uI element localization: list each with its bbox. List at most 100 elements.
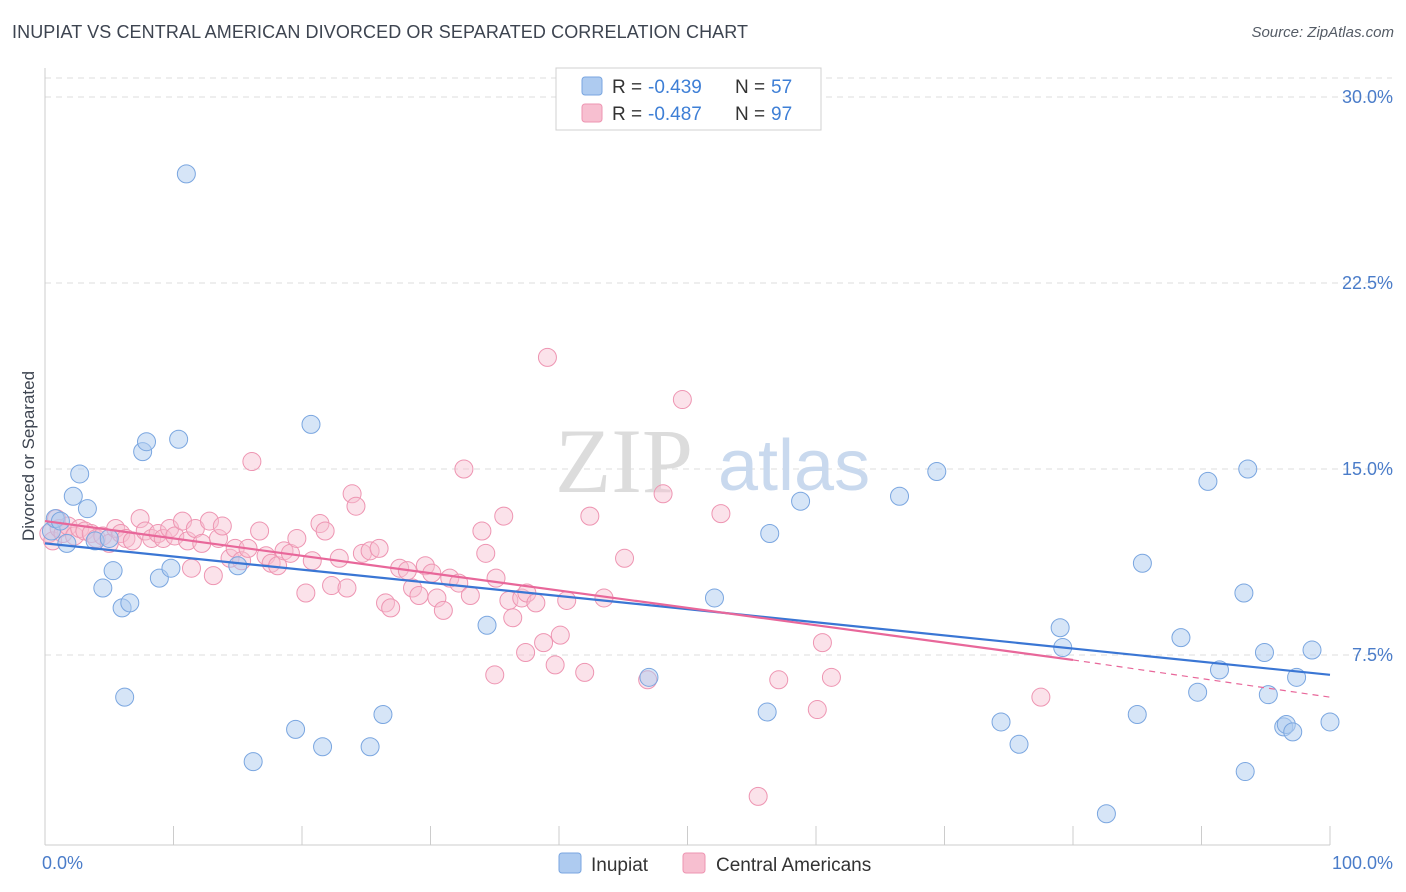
inupiat-point [1127, 705, 1147, 725]
y-axis-title: Divorced or Separated [19, 371, 38, 541]
inupiat-point [243, 752, 263, 772]
inupiat-point [228, 556, 248, 576]
central-americans-point [550, 625, 570, 645]
central-americans-point [199, 511, 219, 531]
central-americans-point [821, 667, 841, 687]
inupiat-point [301, 414, 321, 434]
legend-swatch-central [581, 103, 603, 123]
central-americans-points [39, 347, 1051, 806]
central-americans-point [486, 568, 506, 588]
inupiat-point [103, 561, 123, 581]
central-americans-point [433, 600, 453, 620]
central-americans-point [302, 551, 322, 571]
central-americans-point [415, 556, 435, 576]
inupiat-point [1171, 628, 1191, 648]
inupiat-point [1209, 660, 1229, 680]
central-americans-point [403, 578, 423, 598]
central-americans-point [1031, 687, 1051, 707]
legend-r-value-central: -0.487 [648, 104, 702, 125]
central-americans-point [748, 786, 768, 806]
central-americans-point [165, 526, 185, 546]
inupiat-point [927, 461, 947, 481]
central-americans-point [287, 528, 307, 548]
inupiat-point [1283, 722, 1303, 742]
inupiat-point [991, 712, 1011, 732]
central-americans-point [769, 670, 789, 690]
stats-legend: R = -0.439 N = 57 R = -0.487 N = 97 [555, 67, 822, 131]
central-americans-point [369, 538, 389, 558]
inupiat-point [1198, 471, 1218, 491]
central-americans-point [812, 633, 832, 653]
inupiat-point [169, 429, 189, 449]
legend-r-label-inupiat: R = [612, 77, 642, 98]
inupiat-point [360, 737, 380, 757]
series-legend-label-central: Central Americans [716, 855, 871, 876]
inupiat-point [1050, 618, 1070, 638]
inupiat-point [373, 705, 393, 725]
legend-n-value-inupiat: 57 [771, 77, 792, 98]
series-legend-swatch-inupiat [558, 852, 582, 874]
central-americans-point [329, 548, 349, 568]
inupiat-point [137, 432, 157, 452]
chart-title: INUPIAT VS CENTRAL AMERICAN DIVORCED OR … [12, 22, 749, 42]
central-americans-point [315, 521, 335, 541]
legend-r-value-inupiat: -0.439 [648, 77, 702, 98]
inupiat-point [313, 737, 333, 757]
inupiat-point [63, 486, 83, 506]
central-americans-point [203, 566, 223, 586]
central-americans-point [337, 578, 357, 598]
y-tick-label: 7.5% [1352, 645, 1393, 665]
central-americans-point [250, 521, 270, 541]
inupiat-point [1234, 583, 1254, 603]
inupiat-point [286, 719, 306, 739]
inupiat-point [760, 523, 780, 543]
central-americans-point [409, 585, 429, 605]
central-americans-point [807, 700, 827, 720]
inupiat-point [791, 491, 811, 511]
watermark: ZIP atlas [555, 410, 870, 512]
central-americans-point [242, 452, 262, 472]
central-americans-point [460, 585, 480, 605]
central-americans-point [557, 590, 577, 610]
central-americans-point [615, 548, 635, 568]
legend-n-label-inupiat: N = [735, 77, 765, 98]
central-americans-point [494, 506, 514, 526]
inupiat-point [1188, 682, 1208, 702]
central-americans-trend-line [44, 519, 1074, 662]
inupiat-point [1302, 640, 1322, 660]
inupiat-point [639, 667, 659, 687]
central-americans-point [342, 484, 362, 504]
x-tick-label: 100.0% [1332, 853, 1393, 873]
central-americans-point [526, 593, 546, 613]
series-legend-label-inupiat: Inupiat [591, 855, 649, 876]
inupiat-point [1096, 804, 1116, 824]
y-tick-label: 30.0% [1342, 87, 1393, 107]
central-americans-point [381, 598, 401, 618]
inupiat-point [50, 511, 70, 531]
central-americans-point [711, 504, 731, 524]
inupiat-point [1320, 712, 1340, 732]
legend-r-label-central: R = [612, 104, 642, 125]
inupiat-point [115, 687, 135, 707]
central-americans-point [130, 509, 150, 529]
central-americans-point [537, 347, 557, 367]
central-americans-point [575, 662, 595, 682]
legend-n-value-central: 97 [771, 104, 792, 125]
central-americans-point [485, 665, 505, 685]
central-americans-point [212, 516, 232, 536]
central-americans-point [545, 655, 565, 675]
inupiat-point [1235, 762, 1255, 782]
inupiat-point [99, 528, 119, 548]
central-americans-point [346, 496, 366, 516]
inupiat-point [890, 486, 910, 506]
central-americans-point [181, 558, 201, 578]
inupiat-trend-line [44, 542, 1331, 676]
inupiat-point [1238, 459, 1258, 479]
axes-layer [44, 68, 1331, 846]
central-americans-point [653, 484, 673, 504]
central-americans-point [516, 643, 536, 663]
inupiat-point [757, 702, 777, 722]
inupiat-point [70, 464, 90, 484]
inupiat-points [41, 164, 1340, 824]
inupiat-point [1258, 685, 1278, 705]
